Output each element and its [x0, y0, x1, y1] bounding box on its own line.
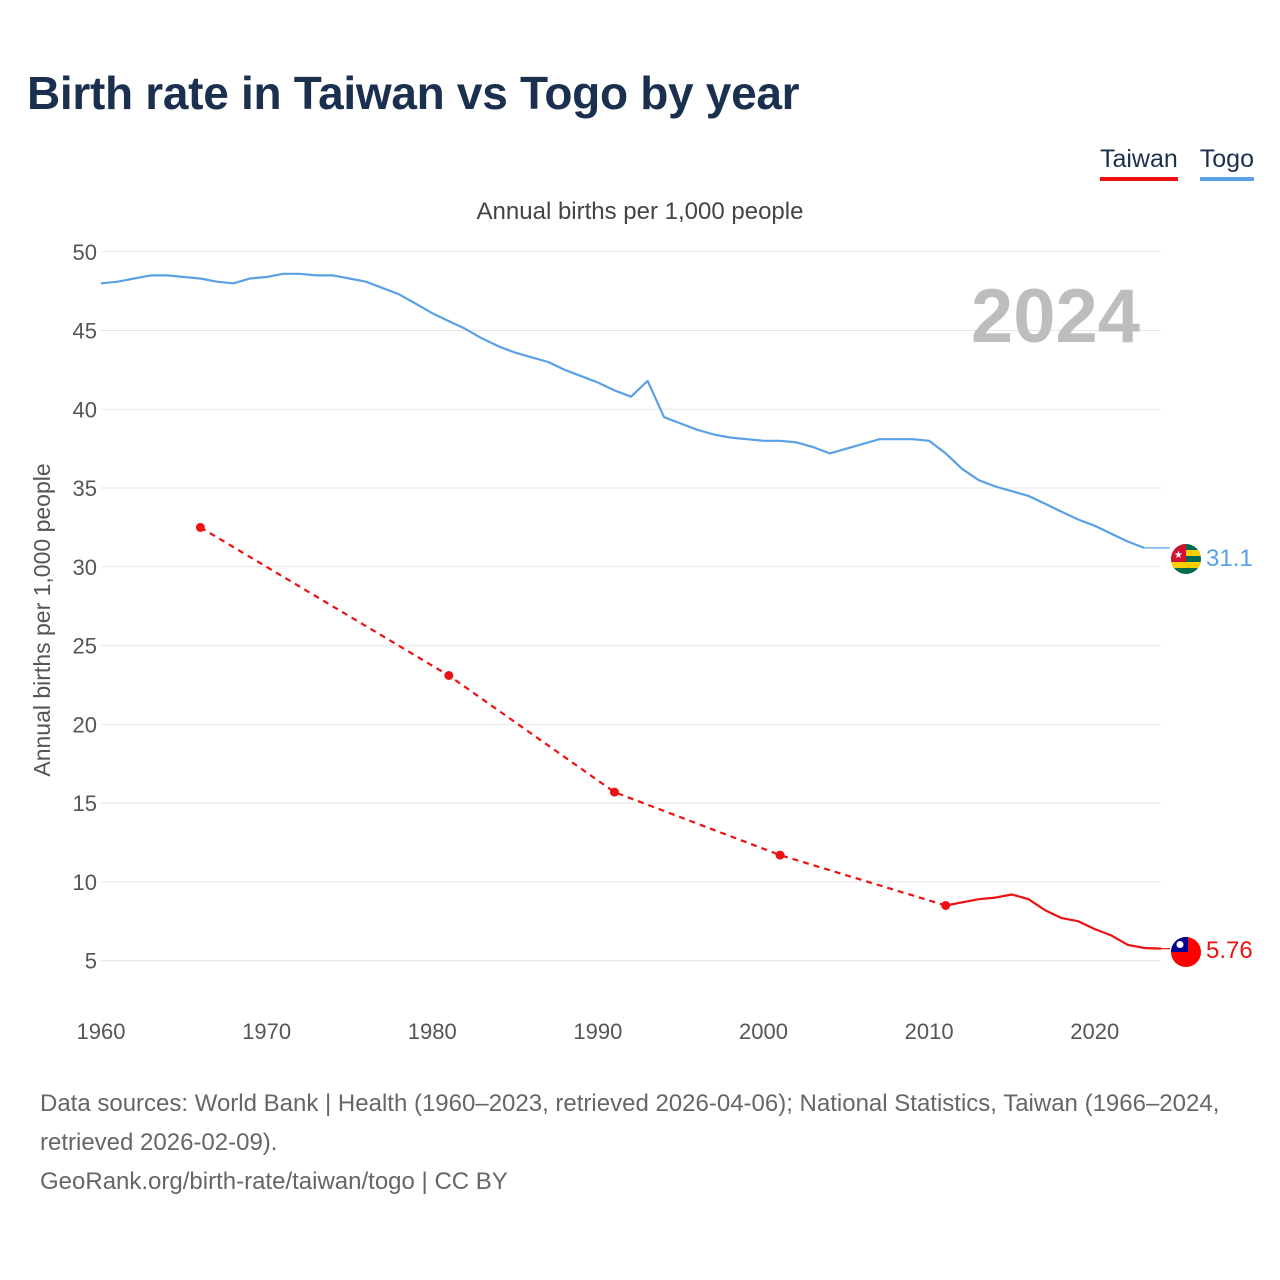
legend: Taiwan Togo [1099, 145, 1254, 181]
y-tick-label-30: 30 [73, 555, 97, 580]
x-axis-ticks: 1960 1970 1980 1990 2000 2010 2020 [77, 1019, 1120, 1044]
x-tick-label-2000: 2000 [739, 1019, 788, 1044]
y-tick-label-5: 5 [85, 949, 97, 974]
taiwan-end-label: 5.76 [1206, 937, 1253, 964]
y-tick-label-40: 40 [73, 397, 97, 422]
togo-flag-icon: ★ [1171, 544, 1201, 574]
legend-item-taiwan[interactable]: Taiwan [1099, 145, 1178, 181]
series-line-taiwan [945, 893, 1162, 950]
taiwan-flag-icon [1171, 937, 1201, 967]
y-tick-label-50: 50 [73, 240, 97, 265]
x-tick-label-1990: 1990 [573, 1019, 622, 1044]
year-watermark: 2024 [971, 274, 1140, 359]
x-tick-label-2020: 2020 [1070, 1019, 1119, 1044]
x-tick-label-1970: 1970 [242, 1019, 291, 1044]
legend-item-togo[interactable]: Togo [1199, 145, 1254, 181]
series-layer [100, 272, 1170, 950]
y-tick-label-15: 15 [73, 791, 97, 816]
taiwan-point-1991 [609, 787, 619, 797]
taiwan-point-1981 [444, 670, 454, 680]
x-tick-label-2010: 2010 [905, 1019, 954, 1044]
data-sources: Data sources: World Bank | Health (1960–… [40, 1090, 1220, 1156]
x-tick-label-1960: 1960 [77, 1019, 126, 1044]
taiwan-point-2011 [941, 900, 951, 910]
y-tick-label-25: 25 [73, 634, 97, 659]
chart-subtitle: Annual births per 1,000 people [476, 198, 804, 225]
y-axis-label: Annual births per 1,000 people [29, 463, 55, 776]
line-chart: 5 10 15 20 25 30 35 40 45 50 1960 1970 1980 1990 2000… [29, 240, 1253, 1044]
y-tick-label-45: 45 [73, 319, 97, 344]
x-tick-label-1980: 1980 [408, 1019, 457, 1044]
togo-end-label: 31.1 [1206, 545, 1253, 572]
y-axis-ticks: 5 10 15 20 25 30 35 40 45 50 [73, 240, 97, 974]
footer: Data sources: World Bank | Health (1960–… [40, 1084, 1250, 1201]
series-line-taiwan-dashed [199, 526, 947, 907]
taiwan-point-1966 [195, 522, 205, 532]
gridlines [101, 251, 1161, 962]
series-line-togo [100, 272, 1145, 549]
y-tick-label-20: 20 [73, 712, 97, 737]
chart-title: Birth rate in Taiwan vs Togo by year [27, 67, 800, 119]
y-tick-label-35: 35 [73, 476, 97, 501]
taiwan-point-2001 [775, 850, 785, 860]
svg-text:★: ★ [1174, 550, 1183, 561]
y-tick-label-10: 10 [73, 870, 97, 895]
credit-link[interactable]: GeoRank.org/birth-rate/taiwan/togo | CC … [40, 1168, 508, 1195]
